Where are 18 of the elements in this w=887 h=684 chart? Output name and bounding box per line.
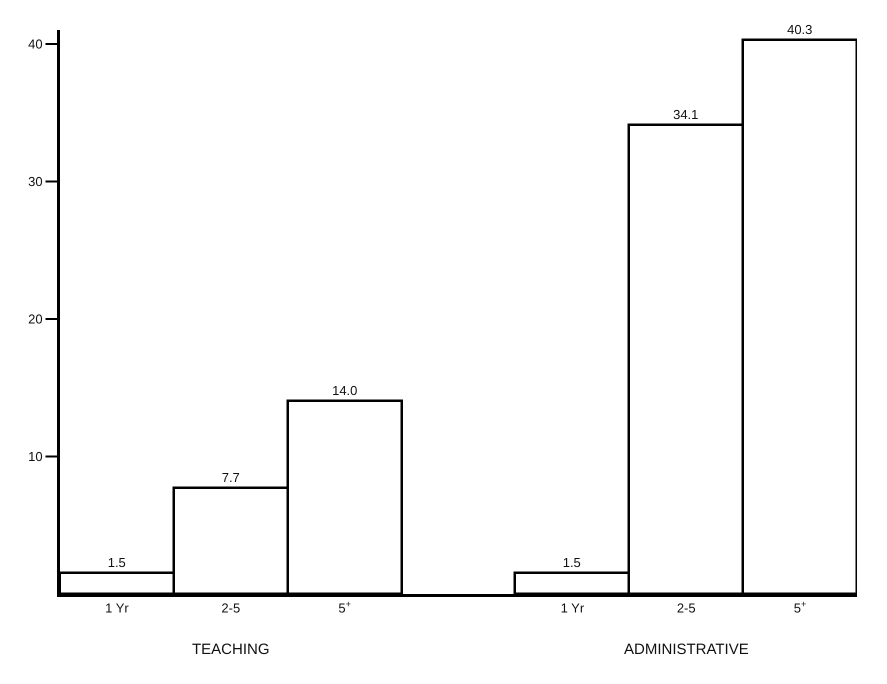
data-label: 34.1	[673, 106, 698, 122]
data-label: 40.3	[787, 22, 812, 37]
text: TEACHING	[192, 641, 270, 658]
x-tick-label: 1 Yr	[105, 600, 130, 616]
data-label: 1.5	[562, 554, 581, 570]
data-label: 1.5	[108, 554, 126, 570]
y-tick-label: 20	[28, 311, 43, 326]
y-tick-label: 30	[28, 174, 43, 189]
x-tick-label: 2-5	[221, 600, 240, 616]
data-label: 14.0	[332, 382, 358, 398]
text: ADMINISTRATIVE	[624, 641, 749, 658]
data-label: 7.7	[222, 470, 240, 485]
x-tick-label: 2-5	[676, 600, 696, 616]
y-tick-label: 10	[28, 448, 43, 464]
x-tick-label: 1 Yr	[560, 600, 585, 616]
x-tick-label: 5$^{+}$	[794, 598, 806, 616]
x-tick-label: 5$^{+}$	[338, 598, 351, 616]
y-tick-label: 40	[28, 36, 43, 52]
